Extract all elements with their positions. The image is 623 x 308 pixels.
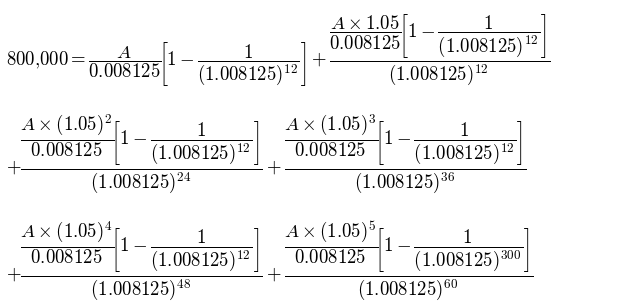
Text: $+\dfrac{\dfrac{A \times (1.05)^4}{0.008125}\!\left[1 - \dfrac{1}{(1.008125)^{12: $+\dfrac{\dfrac{A \times (1.05)^4}{0.008… [6,219,533,302]
Text: $800{,}000 = \dfrac{A}{0.008125}\!\left[1 - \dfrac{1}{(1.008125)^{12}}\right] + : $800{,}000 = \dfrac{A}{0.008125}\!\left[… [6,12,551,89]
Text: $+\dfrac{\dfrac{A \times (1.05)^2}{0.008125}\!\left[1 - \dfrac{1}{(1.008125)^{12: $+\dfrac{\dfrac{A \times (1.05)^2}{0.008… [6,113,527,195]
